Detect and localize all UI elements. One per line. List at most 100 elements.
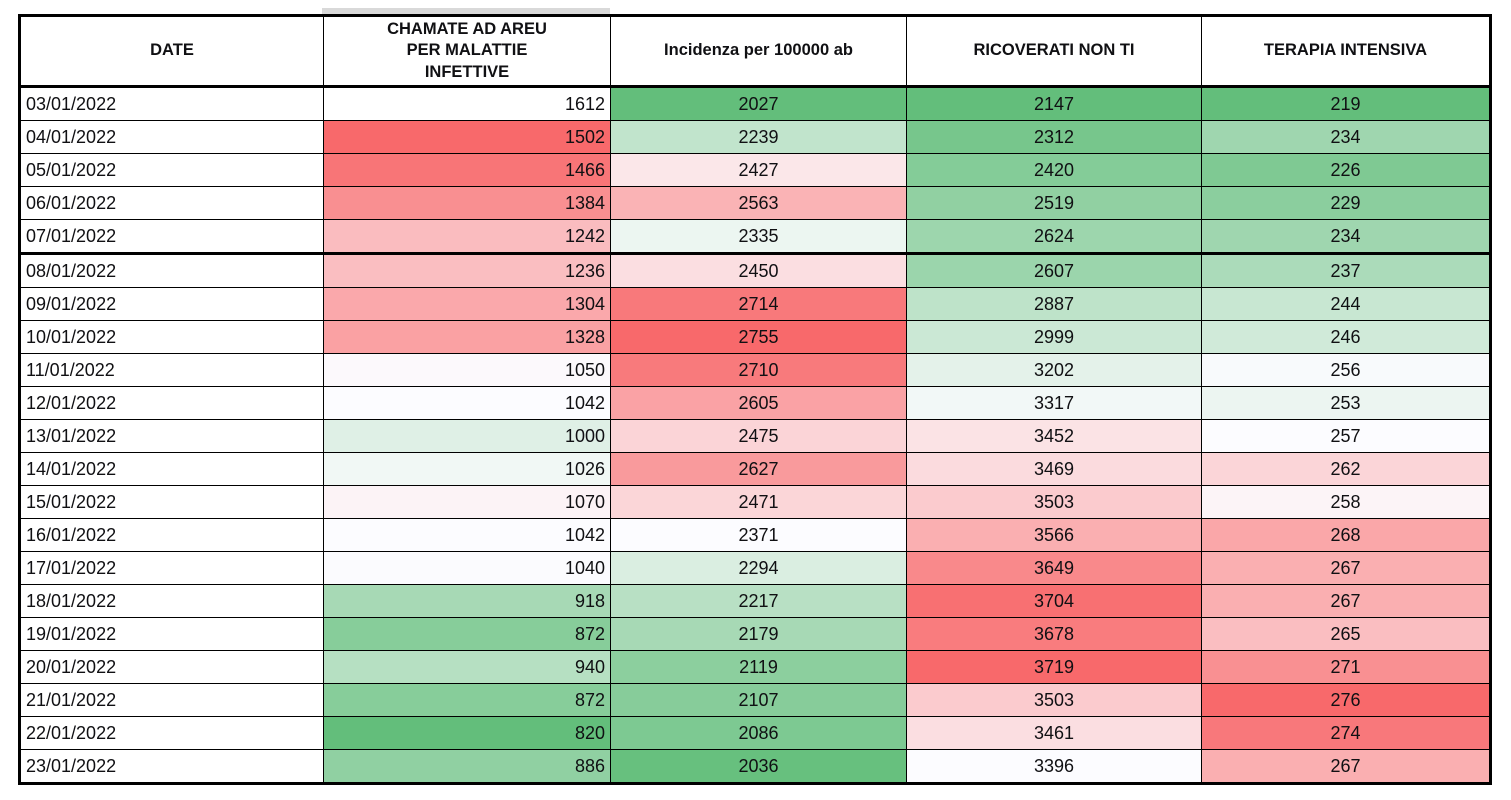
date-cell: 17/01/2022 bbox=[19, 551, 324, 586]
date-cell: 21/01/2022 bbox=[19, 683, 324, 718]
date-cell: 23/01/2022 bbox=[19, 749, 324, 785]
value-cell: 886 bbox=[323, 749, 611, 785]
value-cell: 872 bbox=[323, 683, 611, 718]
table-row: 05/01/2022 1466 2427 2420 226 bbox=[19, 153, 1491, 188]
table-row: 18/01/2022 918 2217 3704 267 bbox=[19, 584, 1491, 619]
value-cell: 1000 bbox=[323, 419, 611, 454]
value-cell: 1384 bbox=[323, 186, 611, 221]
value-cell: 872 bbox=[323, 617, 611, 652]
value-cell: 2887 bbox=[906, 287, 1202, 322]
value-cell: 2563 bbox=[610, 186, 907, 221]
value-cell: 1466 bbox=[323, 153, 611, 188]
gray-strip bbox=[322, 8, 610, 15]
value-cell: 2607 bbox=[906, 253, 1202, 289]
table-row: 11/01/2022 1050 2710 3202 256 bbox=[19, 353, 1491, 388]
value-cell: 2119 bbox=[610, 650, 907, 685]
date-cell: 13/01/2022 bbox=[19, 419, 324, 454]
value-cell: 2335 bbox=[610, 219, 907, 256]
date-cell: 10/01/2022 bbox=[19, 320, 324, 355]
table-body: 03/01/2022 1612 2027 2147 219 04/01/2022 1502 2… bbox=[19, 86, 1491, 785]
value-cell: 1050 bbox=[323, 353, 611, 388]
value-cell: 2027 bbox=[610, 86, 907, 122]
date-cell: 12/01/2022 bbox=[19, 386, 324, 421]
date-cell: 07/01/2022 bbox=[19, 219, 324, 256]
value-cell: 2147 bbox=[906, 86, 1202, 122]
date-cell: 14/01/2022 bbox=[19, 452, 324, 487]
value-cell: 1502 bbox=[323, 120, 611, 155]
date-cell: 04/01/2022 bbox=[19, 120, 324, 155]
table-container: DATE CHAMATE AD AREU PER MALATTIE INFETT… bbox=[18, 14, 1492, 786]
value-cell: 1026 bbox=[323, 452, 611, 487]
header-row: DATE CHAMATE AD AREU PER MALATTIE INFETT… bbox=[19, 14, 1491, 89]
table-row: 20/01/2022 940 2119 3719 271 bbox=[19, 650, 1491, 685]
date-cell: 03/01/2022 bbox=[19, 86, 324, 122]
value-cell: 2239 bbox=[610, 120, 907, 155]
value-cell: 258 bbox=[1201, 485, 1491, 520]
value-cell: 918 bbox=[323, 584, 611, 619]
value-cell: 256 bbox=[1201, 353, 1491, 388]
value-cell: 2605 bbox=[610, 386, 907, 421]
value-cell: 267 bbox=[1201, 551, 1491, 586]
value-cell: 2627 bbox=[610, 452, 907, 487]
value-cell: 234 bbox=[1201, 219, 1491, 256]
header-terapia-intensiva: TERAPIA INTENSIVA bbox=[1201, 14, 1491, 89]
table-row: 21/01/2022 872 2107 3503 276 bbox=[19, 683, 1491, 718]
date-cell: 20/01/2022 bbox=[19, 650, 324, 685]
value-cell: 1042 bbox=[323, 386, 611, 421]
value-cell: 2086 bbox=[610, 716, 907, 751]
value-cell: 3503 bbox=[906, 683, 1202, 718]
table-row: 22/01/2022 820 2086 3461 274 bbox=[19, 716, 1491, 751]
table-row: 23/01/2022 886 2036 3396 267 bbox=[19, 749, 1491, 785]
value-cell: 820 bbox=[323, 716, 611, 751]
value-cell: 244 bbox=[1201, 287, 1491, 322]
value-cell: 1242 bbox=[323, 219, 611, 256]
table-row: 06/01/2022 1384 2563 2519 229 bbox=[19, 186, 1491, 221]
value-cell: 940 bbox=[323, 650, 611, 685]
value-cell: 262 bbox=[1201, 452, 1491, 487]
table-row: 07/01/2022 1242 2335 2624 234 bbox=[19, 219, 1491, 256]
value-cell: 253 bbox=[1201, 386, 1491, 421]
table-row: 09/01/2022 1304 2714 2887 244 bbox=[19, 287, 1491, 322]
value-cell: 1040 bbox=[323, 551, 611, 586]
value-cell: 1042 bbox=[323, 518, 611, 553]
value-cell: 2714 bbox=[610, 287, 907, 322]
date-cell: 05/01/2022 bbox=[19, 153, 324, 188]
value-cell: 257 bbox=[1201, 419, 1491, 454]
date-cell: 09/01/2022 bbox=[19, 287, 324, 322]
date-cell: 11/01/2022 bbox=[19, 353, 324, 388]
header-incidenza: Incidenza per 100000 ab bbox=[610, 14, 907, 89]
value-cell: 219 bbox=[1201, 86, 1491, 122]
value-cell: 3719 bbox=[906, 650, 1202, 685]
value-cell: 268 bbox=[1201, 518, 1491, 553]
value-cell: 3461 bbox=[906, 716, 1202, 751]
value-cell: 3469 bbox=[906, 452, 1202, 487]
value-cell: 237 bbox=[1201, 253, 1491, 289]
value-cell: 1304 bbox=[323, 287, 611, 322]
table-row: 08/01/2022 1236 2450 2607 237 bbox=[19, 253, 1491, 289]
value-cell: 2624 bbox=[906, 219, 1202, 256]
value-cell: 2475 bbox=[610, 419, 907, 454]
value-cell: 2999 bbox=[906, 320, 1202, 355]
table-row: 19/01/2022 872 2179 3678 265 bbox=[19, 617, 1491, 652]
table-row: 17/01/2022 1040 2294 3649 267 bbox=[19, 551, 1491, 586]
table-row: 12/01/2022 1042 2605 3317 253 bbox=[19, 386, 1491, 421]
value-cell: 246 bbox=[1201, 320, 1491, 355]
value-cell: 3503 bbox=[906, 485, 1202, 520]
value-cell: 3704 bbox=[906, 584, 1202, 619]
table-row: 15/01/2022 1070 2471 3503 258 bbox=[19, 485, 1491, 520]
covid-heatmap-table: DATE CHAMATE AD AREU PER MALATTIE INFETT… bbox=[18, 14, 1492, 786]
value-cell: 2217 bbox=[610, 584, 907, 619]
table-row: 14/01/2022 1026 2627 3469 262 bbox=[19, 452, 1491, 487]
value-cell: 265 bbox=[1201, 617, 1491, 652]
value-cell: 2312 bbox=[906, 120, 1202, 155]
date-cell: 22/01/2022 bbox=[19, 716, 324, 751]
value-cell: 1070 bbox=[323, 485, 611, 520]
value-cell: 234 bbox=[1201, 120, 1491, 155]
value-cell: 274 bbox=[1201, 716, 1491, 751]
date-cell: 15/01/2022 bbox=[19, 485, 324, 520]
value-cell: 2471 bbox=[610, 485, 907, 520]
value-cell: 2755 bbox=[610, 320, 907, 355]
header-date: DATE bbox=[19, 14, 324, 89]
value-cell: 267 bbox=[1201, 749, 1491, 785]
